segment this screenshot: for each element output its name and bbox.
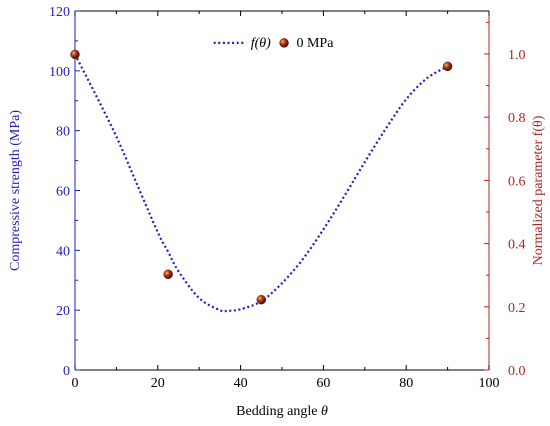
legend-point-sample [279,38,289,48]
y-right-tick-label: 0.6 [508,174,526,189]
y-left-tick-label: 20 [56,304,70,319]
y-right-tick-label: 0.8 [508,111,526,126]
data-point [70,49,80,60]
x-tick-label: 60 [316,376,330,391]
f-theta-curve [74,53,449,313]
y-left-tick-label: 80 [56,125,70,140]
y-left-tick-label: 100 [49,65,70,80]
legend-label-points: 0 MPa [296,36,334,51]
data-point [442,61,453,72]
x-tick-label: 0 [72,376,79,391]
y-left-tick-label: 120 [49,5,70,20]
data-point [256,294,267,305]
y-left-tick-label: 60 [56,185,70,200]
data-point [163,269,173,280]
y-right-tick-label: 0.2 [508,301,526,316]
y-left-axis-title: Compressive strength (MPa) [8,110,23,271]
y-right-tick-label: 1.0 [508,48,526,63]
x-tick-label: 80 [399,376,413,391]
y-right-tick-label: 0.4 [508,238,526,253]
x-tick-label: 40 [234,376,248,391]
y-left-tick-label: 40 [56,244,70,259]
legend-label-curve: f(θ) [251,36,271,51]
y-right-tick-label: 0.0 [508,364,526,379]
y-right-axis-title: Normalized parameter f(θ) [531,115,546,265]
y-left-tick-label: 0 [63,364,70,379]
x-tick-label: 20 [151,376,165,391]
x-tick-label: 100 [479,376,500,391]
x-axis-title: Bedding angle θ [236,404,328,419]
